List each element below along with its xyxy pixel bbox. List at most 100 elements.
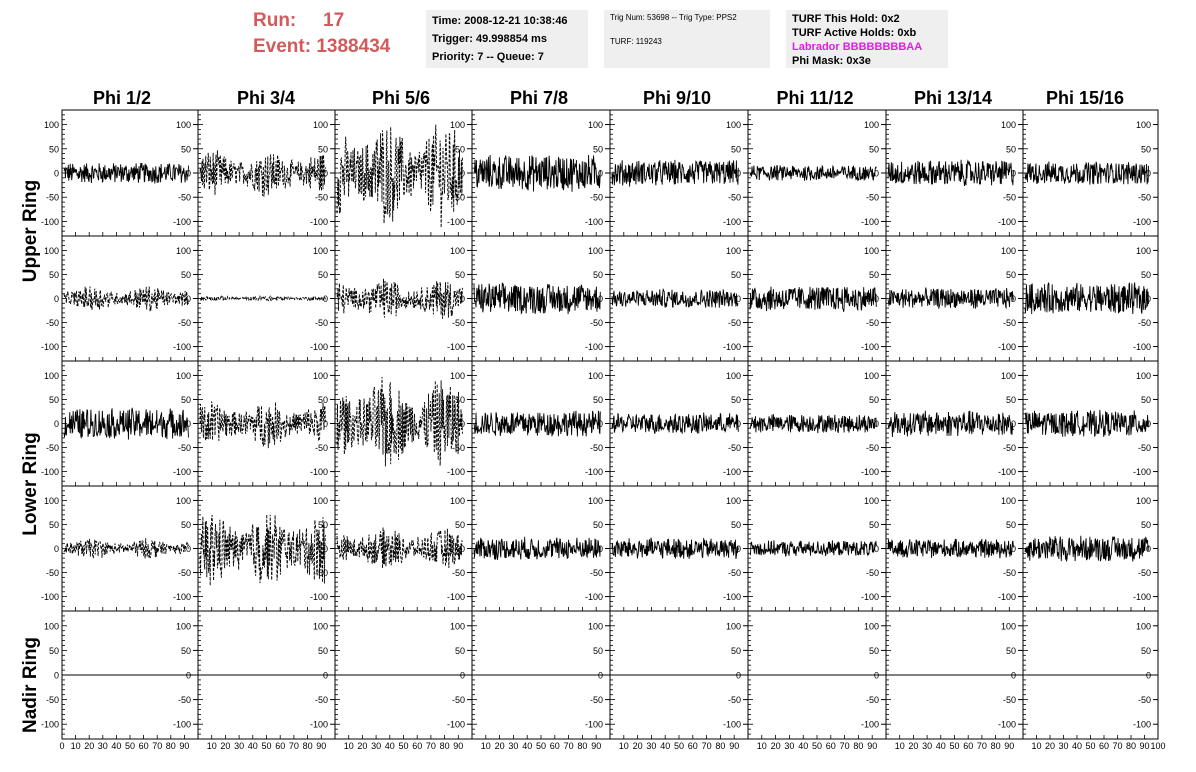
waveform-series [887, 159, 1014, 186]
x-tick-label: 10 [344, 741, 354, 751]
event-label: Event: [253, 36, 312, 57]
y-tick-label: 100 [726, 621, 741, 631]
y-tick-label: 100 [450, 246, 465, 256]
y-tick-label: -50 [728, 193, 741, 203]
y-tick-label: 50 [869, 395, 879, 405]
y-tick-label: -100 [585, 592, 603, 602]
y-tick-label: 100 [450, 496, 465, 506]
y-tick-label: -50 [590, 193, 603, 203]
x-tick-label: 70 [1112, 741, 1122, 751]
waveform-series [336, 376, 463, 467]
x-tick-label: 10 [619, 741, 629, 751]
y-tick-label: 50 [1006, 520, 1016, 530]
waveform-series [336, 124, 463, 228]
y-tick-label: 50 [731, 646, 741, 656]
y-tick-label: 100 [864, 371, 879, 381]
x-tick-label: 90 [1139, 741, 1149, 751]
waveform-series [611, 287, 739, 308]
y-tick-label: 0 [460, 544, 465, 554]
y-tick-label: -100 [998, 342, 1016, 352]
x-tick-label: 30 [234, 741, 244, 751]
column-header-phi-1-2: Phi 1/2 [92, 88, 152, 108]
y-tick-label: -100 [173, 592, 191, 602]
waveform-series [473, 536, 601, 560]
y-tick-label: 50 [455, 520, 465, 530]
y-tick-label: 50 [593, 520, 603, 530]
y-tick-label: -50 [452, 568, 465, 578]
y-tick-label: -50 [866, 318, 879, 328]
y-tick-label: 100 [588, 371, 603, 381]
x-tick-label: 40 [248, 741, 258, 751]
x-tick-label: 80 [303, 741, 313, 751]
y-tick-label: 100 [726, 496, 741, 506]
y-tick-label: 50 [1141, 646, 1151, 656]
y-tick-label: 100 [44, 496, 59, 506]
x-tick-label: 70 [564, 741, 574, 751]
y-tick-label: 50 [593, 646, 603, 656]
x-tick-label: 60 [412, 741, 422, 751]
y-tick-label: 0 [54, 544, 59, 554]
y-tick-label: -50 [728, 695, 741, 705]
y-tick-label: 50 [731, 270, 741, 280]
y-tick-label: 50 [731, 395, 741, 405]
y-tick-label: 100 [176, 371, 191, 381]
x-tick-label: 50 [812, 741, 822, 751]
y-tick-label: -100 [998, 592, 1016, 602]
waveform-series [749, 286, 877, 312]
x-tick-label: 80 [577, 741, 587, 751]
column-header-phi-5-6: Phi 5/6 [371, 88, 431, 108]
y-tick-label: 100 [176, 496, 191, 506]
y-tick-label: 50 [731, 520, 741, 530]
y-tick-label: -100 [1133, 467, 1151, 477]
y-tick-label: 50 [593, 395, 603, 405]
x-tick-label: 60 [963, 741, 973, 751]
y-tick-label: 100 [44, 120, 59, 130]
y-tick-label: -50 [590, 568, 603, 578]
waveform-series [611, 537, 739, 559]
y-tick-label: -50 [1138, 695, 1151, 705]
x-tick-label: 40 [1072, 741, 1082, 751]
x-tick-label: 80 [166, 741, 176, 751]
y-tick-label: -50 [1003, 443, 1016, 453]
y-tick-label: -100 [861, 467, 879, 477]
x-tick-label: 90 [591, 741, 601, 751]
y-tick-label: -50 [1003, 193, 1016, 203]
turf-hold-text: TURF This Hold: 0x2 [792, 13, 900, 25]
y-tick-label: -50 [452, 318, 465, 328]
turf-info-panel: TURF This Hold: 0x2 TURF Active Holds: 0… [786, 10, 948, 68]
y-tick-label: -100 [447, 720, 465, 730]
y-tick-label: -50 [178, 318, 191, 328]
y-tick-label: -50 [46, 318, 59, 328]
y-tick-label: -100 [41, 467, 59, 477]
y-tick-label: 50 [181, 270, 191, 280]
y-tick-label: -100 [585, 720, 603, 730]
y-tick-label: -50 [315, 695, 328, 705]
y-tick-label: 100 [1001, 246, 1016, 256]
x-tick-label: 80 [715, 741, 725, 751]
y-tick-label: 100 [44, 621, 59, 631]
x-tick-label: 50 [261, 741, 271, 751]
y-tick-label: -50 [452, 193, 465, 203]
y-tick-label: 50 [181, 646, 191, 656]
waveform-series [1024, 409, 1149, 437]
y-tick-label: 50 [1006, 395, 1016, 405]
y-tick-label: 100 [1136, 496, 1151, 506]
y-tick-label: 50 [869, 270, 879, 280]
waveform-series [473, 154, 601, 192]
x-tick-label: 40 [522, 741, 532, 751]
x-tick-label: 40 [936, 741, 946, 751]
x-tick-label: 60 [550, 741, 560, 751]
x-tick-label: 80 [440, 741, 450, 751]
y-tick-label: 100 [313, 496, 328, 506]
waveform-series [749, 540, 877, 558]
x-tick-label: 90 [179, 741, 189, 751]
y-tick-label: 100 [1001, 120, 1016, 130]
x-tick-label: 70 [977, 741, 987, 751]
y-tick-label: 100 [864, 246, 879, 256]
y-tick-label: 100 [588, 496, 603, 506]
y-tick-label: 0 [186, 419, 191, 429]
y-tick-label: 100 [313, 246, 328, 256]
y-tick-label: 100 [450, 120, 465, 130]
column-header-phi-3-4: Phi 3/4 [236, 88, 296, 108]
x-tick-label: 90 [453, 741, 463, 751]
